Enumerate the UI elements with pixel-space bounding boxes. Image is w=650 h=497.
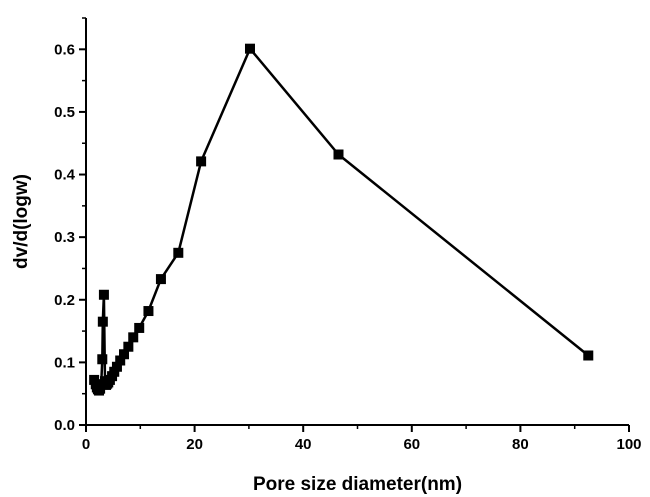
data-point-marker <box>244 43 255 54</box>
data-point-marker <box>143 306 154 317</box>
data-point-marker <box>115 355 126 366</box>
data-point-marker <box>98 289 109 300</box>
tick-marks <box>79 17 630 432</box>
data-point-marker <box>196 156 207 167</box>
x-tick-label: 60 <box>403 436 420 453</box>
y-tick-label: 0.2 <box>54 292 75 309</box>
data-point-marker <box>155 274 166 285</box>
x-tick-label: 40 <box>295 436 312 453</box>
y-tick-label: 0.0 <box>54 417 75 434</box>
data-point-marker <box>119 349 130 360</box>
y-axis-title: dv/d(logw) <box>11 174 32 269</box>
data-point-marker <box>111 361 122 372</box>
y-tick-label: 0.4 <box>54 167 76 184</box>
data-point-marker <box>109 366 120 377</box>
data-point-marker <box>97 354 108 365</box>
y-tick-label: 0.5 <box>54 104 75 121</box>
y-tick-label: 0.3 <box>54 229 75 246</box>
data-point-marker <box>123 341 134 352</box>
y-tick-label: 0.6 <box>54 41 75 58</box>
data-point-marker <box>333 149 344 160</box>
y-tick-label: 0.1 <box>54 354 75 371</box>
x-tick-label: 80 <box>512 436 529 453</box>
x-tick-label: 100 <box>616 436 641 453</box>
axes <box>85 18 629 426</box>
x-axis-title: Pore size diameter(nm) <box>253 474 462 495</box>
data-point-marker <box>134 322 145 333</box>
series-line <box>92 47 590 392</box>
tick-labels: 0 20 40 60 80 100 0.0 0.1 0.2 0.3 0.4 0.5 0.6 <box>54 41 641 453</box>
data-point-marker <box>173 247 184 258</box>
x-tick-label: 20 <box>186 436 203 453</box>
data-point-marker <box>97 316 108 327</box>
x-tick-label: 0 <box>82 436 90 453</box>
data-point-marker <box>583 350 594 361</box>
data-point-marker <box>128 332 139 343</box>
data-series <box>89 43 594 396</box>
